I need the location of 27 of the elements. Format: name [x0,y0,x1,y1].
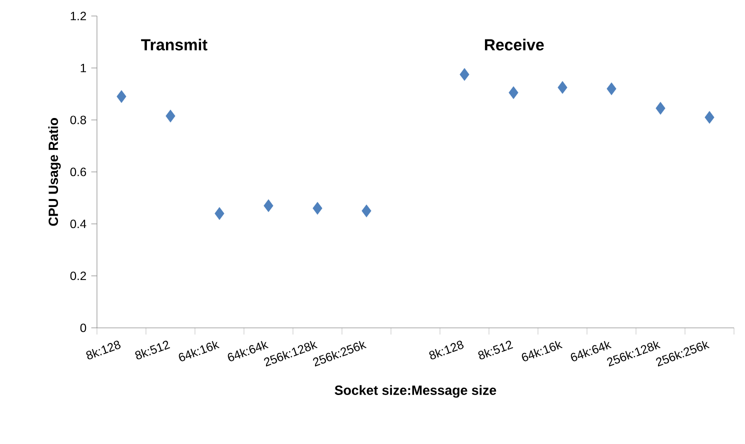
point [508,86,518,100]
x-tick-label: 8k:128 [86,340,121,360]
y-axis-title: CPU Usage Ratio [48,118,61,226]
y-tick-label: 0.2 [70,272,86,280]
y-tick-label: 1 [80,64,86,72]
x-tick-label: 8k:512 [135,340,170,360]
x-axis-title: Socket size:Message size [334,385,496,398]
x-tick-label: 8k:128 [429,340,464,360]
point [264,200,274,212]
point [606,82,616,96]
point [460,68,470,81]
y-tick-label: 1.2 [70,12,86,20]
point [558,81,568,94]
y-tick-label: 0 [80,324,86,332]
point [704,111,714,124]
point [166,110,176,122]
point [214,207,224,220]
annotation: Receive [484,38,544,51]
point [362,204,372,218]
x-tick-label: 8k:512 [478,340,514,360]
y-tick-label: 0.8 [70,116,86,124]
point [116,90,126,103]
point [312,202,322,215]
annotation: Transmit [141,38,208,51]
point [656,102,666,115]
y-tick-label: 0.4 [70,220,86,228]
y-tick-label: 0.6 [70,168,86,176]
